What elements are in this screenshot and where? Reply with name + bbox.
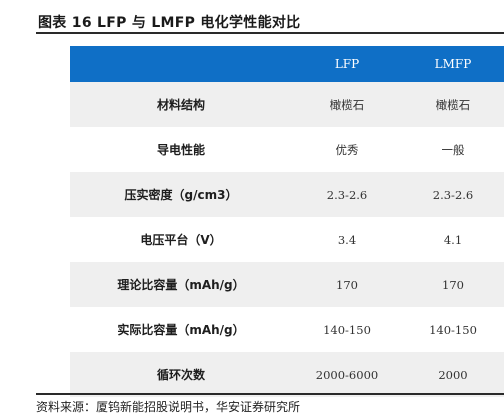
table-row: 电压平台（V） 3.4 4.1 — [70, 217, 504, 262]
row-label: 材料结构 — [156, 98, 205, 112]
lmfp-value: 2000 — [438, 367, 468, 382]
row-label: 实际比容量（mAh/g） — [117, 323, 245, 337]
row-label: 导电性能 — [156, 143, 205, 157]
bottom-divider — [36, 393, 504, 395]
lfp-value: 2.3-2.6 — [326, 187, 368, 202]
lmfp-value: 170 — [442, 277, 464, 292]
header-cell-lmfp: LMFP — [434, 57, 472, 71]
figure-title: 图表 16 LFP 与 LMFP 电化学性能对比 — [38, 15, 301, 31]
row-label: 循环次数 — [156, 368, 205, 382]
lmfp-value: 140-150 — [429, 322, 477, 337]
row-label: 压实密度（g/cm3） — [124, 188, 238, 202]
lfp-value: 橄榄石 — [329, 97, 365, 112]
table-row: 压实密度（g/cm3） 2.3-2.6 2.3-2.6 — [70, 172, 504, 217]
table-row: 理论比容量（mAh/g） 170 170 — [70, 262, 504, 307]
comparison-table: LFP LMFP 材料结构 橄榄石 橄榄石 导电性能 优秀 一般 压实密度（g/… — [70, 46, 504, 397]
table-row: 导电性能 优秀 一般 — [70, 127, 504, 172]
lfp-value: 3.4 — [337, 232, 357, 247]
table-row: 实际比容量（mAh/g） 140-150 140-150 — [70, 307, 504, 352]
lfp-value: 优秀 — [335, 142, 359, 157]
lmfp-value: 一般 — [441, 142, 465, 157]
lfp-value: 140-150 — [323, 322, 371, 337]
lfp-value: 2000-6000 — [315, 367, 379, 382]
table-row: 循环次数 2000-6000 2000 — [70, 352, 504, 397]
lmfp-value: 橄榄石 — [435, 97, 471, 112]
source-note: 资料来源：厦钨新能招股说明书，华安证券研究所 — [36, 400, 301, 414]
lmfp-value: 2.3-2.6 — [432, 187, 474, 202]
row-label: 理论比容量（mAh/g） — [117, 278, 245, 292]
table-row: 材料结构 橄榄石 橄榄石 — [70, 82, 504, 127]
title-divider — [36, 32, 504, 34]
header-cell-lfp: LFP — [334, 57, 360, 71]
row-label: 电压平台（V） — [140, 233, 222, 247]
lfp-value: 170 — [336, 277, 358, 292]
table-header-row: LFP LMFP — [70, 46, 504, 82]
lmfp-value: 4.1 — [443, 232, 463, 247]
